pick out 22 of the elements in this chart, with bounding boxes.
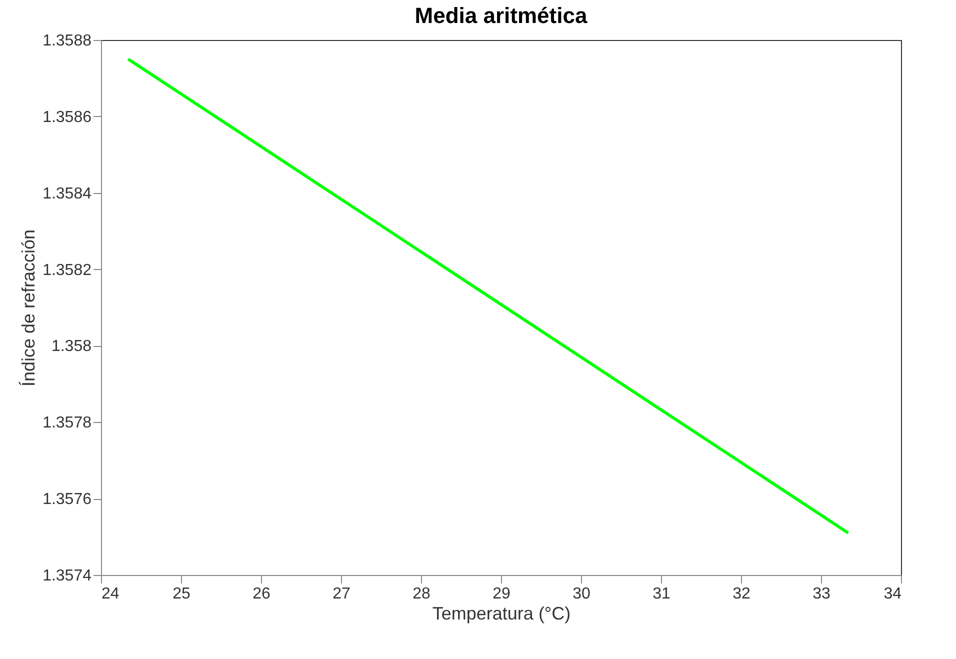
y-tick-label: 1.3588 xyxy=(42,32,92,50)
y-tick-label: 1.3582 xyxy=(42,262,92,279)
x-tick-label: 27 xyxy=(332,586,350,602)
y-tick-label: 1.3578 xyxy=(42,414,92,432)
x-tick-label: 33 xyxy=(812,586,830,602)
x-tick-label: 32 xyxy=(732,586,750,602)
x-tick-label: 31 xyxy=(652,586,670,602)
x-tick-label: 24 xyxy=(102,586,120,602)
chart-title: Media aritmética xyxy=(414,3,588,28)
y-axis-title: Índice de refracción xyxy=(18,229,39,387)
y-tick-label: 1.3584 xyxy=(42,185,92,202)
y-tick-label: 1.358 xyxy=(51,338,92,356)
x-tick-label: 28 xyxy=(412,586,430,602)
x-tick-label: 34 xyxy=(884,586,902,602)
x-tick-label: 26 xyxy=(252,586,270,602)
x-tick-label: 25 xyxy=(172,586,190,602)
x-axis-title: Temperatura (°C) xyxy=(432,604,571,624)
y-tick-label: 1.3586 xyxy=(42,108,92,126)
x-tick-label: 29 xyxy=(492,586,510,602)
y-tick-label: 1.3574 xyxy=(42,568,92,584)
x-tick-label: 30 xyxy=(572,586,590,602)
y-tick-label: 1.3576 xyxy=(42,491,92,508)
